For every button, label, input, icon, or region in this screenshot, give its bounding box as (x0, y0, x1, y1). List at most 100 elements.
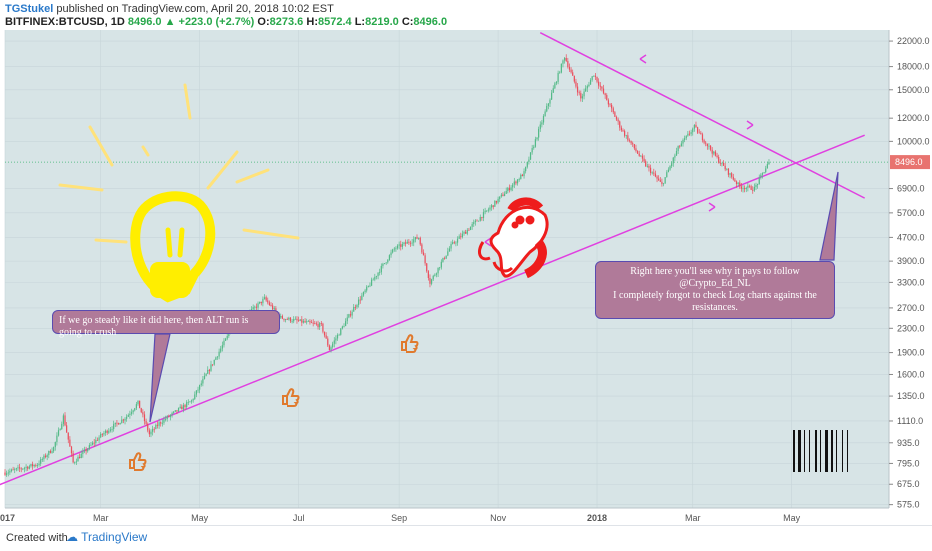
resistance-trendline (539, 32, 866, 199)
candle-body (83, 449, 86, 452)
candle-body (207, 369, 209, 374)
candle-body (224, 338, 227, 341)
candle-body (9, 471, 11, 473)
x-tick-label: Sep (391, 513, 407, 523)
author-link[interactable]: TGStukel (5, 3, 54, 15)
note-right[interactable]: Right here you'll see why it pays to fol… (595, 261, 835, 319)
candle-body (734, 179, 736, 182)
candle-body (106, 430, 108, 433)
candle-body (372, 279, 374, 281)
candle-body (205, 373, 207, 376)
candle-body (182, 405, 185, 410)
y-tick-label: 10000.0 (897, 136, 930, 146)
candle-body (718, 156, 720, 163)
open-label: O: (257, 16, 270, 28)
candle-body (589, 79, 592, 85)
candle-body (294, 318, 296, 320)
candle-body (82, 451, 84, 454)
candle-body (693, 124, 695, 129)
y-tick-label: 3300.0 (897, 277, 925, 287)
candle-body (393, 248, 395, 250)
candle-body (424, 255, 426, 264)
candle-body (460, 236, 462, 238)
price-change: +223.0 (+2.7%) (178, 16, 255, 28)
candle-body (54, 442, 56, 448)
candle-body (6, 473, 8, 475)
candle-body (666, 172, 668, 178)
candle-body (656, 176, 658, 179)
candle-body (487, 209, 489, 211)
candle-body (336, 334, 339, 339)
candle-body (124, 418, 126, 421)
candle-body (450, 243, 452, 249)
candle-body (23, 467, 26, 469)
candle-body (176, 410, 178, 412)
trendline-arrow (708, 202, 716, 212)
tradingview-brand-link[interactable]: ☁ TradingView (66, 530, 147, 544)
candle-body (320, 323, 322, 324)
candle-body (680, 143, 682, 147)
candle-body (575, 81, 577, 87)
candle-body (155, 424, 157, 430)
candle-body (559, 72, 561, 74)
candle-body (254, 306, 256, 308)
candle-body (100, 433, 102, 438)
candle-body (409, 242, 412, 244)
candle-body (440, 261, 442, 268)
candle-body (726, 168, 728, 170)
candle-body (25, 466, 27, 468)
candle-body (640, 155, 642, 157)
candle-body (534, 139, 537, 147)
candle-body (701, 134, 704, 141)
close-value: 8496.0 (413, 16, 448, 28)
candle-body (12, 469, 14, 471)
candle-body (510, 187, 512, 191)
tradingview-brand: TradingView (81, 530, 148, 544)
candle-body (197, 389, 199, 391)
price-axis[interactable]: 22000.0 18000.0 15000.0 12000.0 10000.0 6900.… (888, 30, 930, 510)
candle-body (353, 306, 355, 312)
up-arrow-icon: ▲ (164, 16, 176, 28)
open-value: 8273.6 (269, 16, 304, 28)
candle-body (627, 135, 629, 141)
lightbulb-icon (58, 83, 300, 303)
candle-body (43, 455, 45, 460)
candle-body (203, 375, 206, 379)
candle-body (427, 271, 429, 278)
x-tick-label: Mar (685, 513, 701, 523)
chart-frame[interactable]: 22000.0 18000.0 15000.0 12000.0 10000.0 6900.… (0, 30, 932, 525)
y-tick-label: 2700.0 (897, 303, 925, 313)
y-tick-label: 675.0 (897, 479, 920, 489)
candle-body (325, 335, 327, 339)
candle-body (280, 316, 282, 318)
candle-body (69, 439, 71, 447)
thumbs-up-icon (282, 388, 300, 407)
candle-body (228, 333, 230, 337)
candle-body (671, 163, 673, 167)
candle-body (661, 181, 663, 185)
candle-body (252, 307, 254, 310)
candle-body (179, 406, 181, 409)
candle-body (67, 432, 69, 440)
candle-body (333, 340, 335, 344)
candle-body (166, 416, 168, 420)
time-axis[interactable]: 2017 Mar May Jul Sep Nov 2018 Mar May (0, 507, 889, 523)
support-trendline (0, 134, 865, 486)
candle-body (585, 88, 587, 92)
candle-body (408, 241, 410, 243)
candle-body (596, 76, 598, 82)
candle-body (716, 155, 718, 157)
barcode-bar (798, 430, 801, 472)
candle-body (56, 435, 58, 443)
candle-body (434, 274, 436, 276)
barcode-bar (815, 430, 817, 472)
candle-body (314, 323, 316, 324)
candle-body (57, 430, 60, 436)
note-left[interactable]: If we go steady like it did here, then A… (52, 310, 280, 338)
candle-body (15, 468, 17, 470)
candle-body (761, 173, 764, 175)
candle-body (268, 302, 271, 305)
y-tick-label: 575.0 (897, 500, 920, 510)
symbol-label[interactable]: BITFINEX:BTCUSD, 1D (5, 16, 125, 28)
candle-body (143, 414, 146, 422)
